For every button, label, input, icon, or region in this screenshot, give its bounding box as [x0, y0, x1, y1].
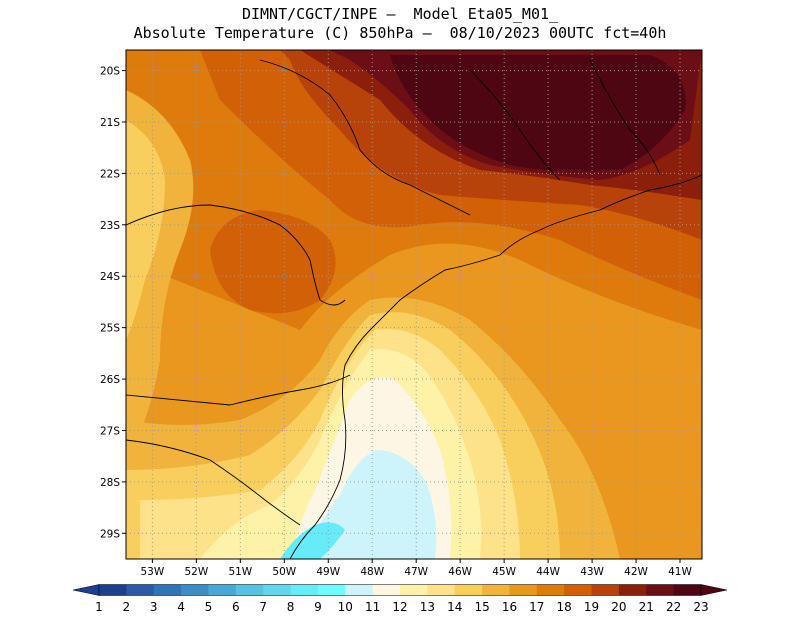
lat-label: 26S — [100, 374, 120, 386]
colorbar-segment — [509, 584, 538, 596]
lon-label: 43W — [580, 566, 604, 578]
lat-label: 25S — [100, 323, 120, 335]
colorbar-segment — [153, 584, 182, 596]
colorbar-label: 21 — [639, 600, 654, 614]
lon-label: 42W — [624, 566, 648, 578]
colorbar-segment — [235, 584, 264, 596]
lat-label: 27S — [100, 425, 120, 437]
lon-label: 52W — [184, 566, 208, 578]
colorbar-label: 2 — [123, 600, 131, 614]
colorbar-label: 16 — [502, 600, 517, 614]
longitude-labels: 53W 52W 51W 50W 49W 48W 47W 46W 45W 44W 43W 42W 41W — [141, 559, 693, 578]
colorbar-label: 1 — [95, 600, 103, 614]
lat-label: 28S — [100, 477, 120, 489]
state-border-5 — [469, 69, 561, 181]
lon-label: 51W — [228, 566, 252, 578]
colorbar-segment — [536, 584, 565, 596]
colorbar-label: 17 — [529, 600, 544, 614]
latitude-labels: 20S 21S 22S 23S 24S 25S 26S 27S 28S 29S — [100, 66, 126, 540]
lon-label: 48W — [360, 566, 384, 578]
lon-label: 45W — [492, 566, 516, 578]
colorbar-label: 9 — [314, 600, 322, 614]
map-frame — [125, 49, 703, 560]
colorbar-high-arrow — [700, 584, 728, 596]
lat-label: 20S — [100, 66, 120, 78]
colorbar-label: 3 — [150, 600, 158, 614]
colorbar-label: 10 — [338, 600, 353, 614]
colorbar-label: 15 — [474, 600, 489, 614]
colorbar-segment — [400, 584, 428, 596]
colorbar-label: 6 — [232, 600, 240, 614]
lon-label: 47W — [404, 566, 428, 578]
lat-label: 23S — [100, 220, 120, 232]
field-inland-blob — [210, 210, 336, 314]
colorbar-segment — [427, 584, 456, 596]
lat-label: 24S — [100, 271, 120, 283]
lon-label: 50W — [272, 566, 296, 578]
colorbar-segment — [372, 584, 401, 596]
state-border-6 — [589, 59, 661, 176]
colorbar-label: 18 — [557, 600, 572, 614]
colorbar-label: 5 — [205, 600, 213, 614]
colorbar-segment — [181, 584, 209, 596]
temperature-field — [126, 50, 702, 559]
map-title-line-2: Absolute Temperature (C) 850hPa – 08/10/… — [133, 24, 667, 42]
lon-label: 49W — [316, 566, 340, 578]
lon-label: 44W — [536, 566, 560, 578]
state-border-3 — [126, 439, 301, 526]
colorbar-segment — [618, 584, 647, 596]
lon-label: 46W — [448, 566, 472, 578]
colorbar-segment — [564, 584, 593, 596]
colorbar-segment — [208, 584, 237, 596]
colorbar-segment — [317, 584, 346, 596]
state-border-4 — [259, 59, 471, 216]
colorbar-label: 20 — [611, 600, 626, 614]
map-title-line-1: DIMNT/CGCT/INPE – Model Eta05_M01_ — [241, 5, 559, 23]
coastline — [289, 174, 702, 559]
colorbar-segment — [591, 584, 620, 596]
gridlines — [126, 50, 702, 559]
lat-label: 21S — [100, 117, 120, 129]
colorbar-segment — [646, 584, 675, 596]
field-south-band-9 — [280, 522, 345, 559]
coastline-borders — [126, 59, 702, 559]
colorbar-label: 19 — [584, 600, 599, 614]
colorbar-segment — [345, 584, 374, 596]
colorbar-label: 14 — [447, 600, 462, 614]
colorbar-low-arrow — [72, 584, 100, 596]
field-band-23 — [390, 55, 686, 172]
colorbar-segment — [126, 584, 155, 596]
colorbar-segment — [290, 584, 319, 596]
colorbar-label: 12 — [392, 600, 407, 614]
colorbar-segment — [454, 584, 483, 596]
colorbar-outline — [98, 584, 702, 596]
state-border-1 — [126, 204, 346, 306]
lat-label: 22S — [100, 168, 120, 180]
colorbar-label: 22 — [666, 600, 681, 614]
colorbar-segment — [99, 584, 127, 596]
lon-label: 41W — [668, 566, 692, 578]
lon-label: 53W — [141, 566, 165, 578]
colorbar-label: 8 — [287, 600, 295, 614]
field-west-band-15 — [126, 120, 165, 340]
colorbar-segment — [673, 584, 702, 596]
state-border-2 — [126, 374, 351, 406]
colorbar-label: 7 — [259, 600, 267, 614]
colorbar-label: 11 — [365, 600, 380, 614]
colorbar-label: 4 — [177, 600, 185, 614]
colorbar-label: 23 — [693, 600, 708, 614]
colorbar: 1 2 3 4 5 6 7 8 9 10 11 12 13 14 15 16 17 18 19 20 21 22 23 — [72, 584, 728, 614]
colorbar-segment — [263, 584, 292, 596]
lat-label: 29S — [100, 528, 120, 540]
colorbar-segment — [482, 584, 510, 596]
colorbar-label: 13 — [420, 600, 435, 614]
